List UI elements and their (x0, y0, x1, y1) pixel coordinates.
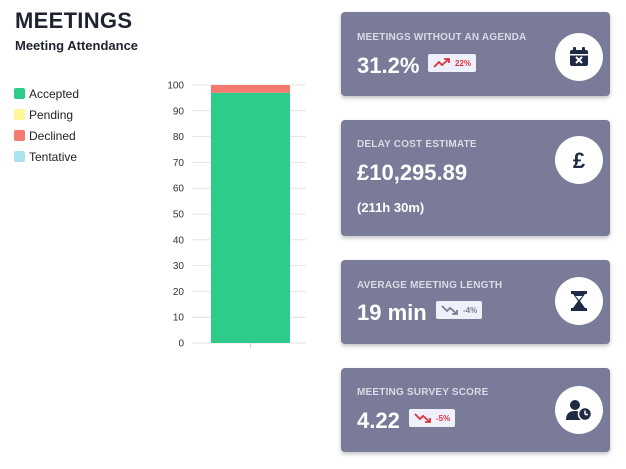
trend-text: 22% (455, 58, 472, 68)
legend-label: Pending (29, 107, 74, 122)
bar-segment-accepted[interactable] (211, 92, 290, 344)
trend-down-icon (441, 305, 458, 315)
page-title: MEETINGS (15, 8, 133, 33)
attendance-chart: 0 10 20 30 40 50 60 70 80 90 100 (160, 76, 320, 356)
kpi-card-survey-score[interactable]: MEETING SURVEY SCORE 4.22 -5% (341, 368, 610, 452)
bar-segment-declined[interactable] (211, 85, 290, 93)
legend-item-accepted[interactable]: Accepted (14, 83, 79, 104)
kpi-card-avg-length[interactable]: AVERAGE MEETING LENGTH 19 min -4% (341, 260, 610, 344)
kpi-subvalue: (211h 30m) (357, 200, 425, 215)
kpi-value: 19 min (357, 300, 427, 325)
legend-item-declined[interactable]: Declined (14, 125, 79, 146)
y-tick-label: 90 (173, 106, 185, 117)
calendar-x-icon (570, 47, 588, 66)
y-tick-label: 70 (173, 158, 185, 169)
y-tick-label: 20 (173, 287, 185, 298)
kpi-value: 31.2% (357, 53, 420, 78)
kpi-label: MEETINGS WITHOUT AN AGENDA (357, 32, 527, 43)
attendance-chart-svg: 0 10 20 30 40 50 60 70 80 90 100 (167, 81, 306, 350)
svg-text:£: £ (573, 148, 586, 172)
trend-badge: -4% (436, 301, 483, 319)
y-tick-label: 10 (173, 313, 185, 324)
legend-item-tentative[interactable]: Tentative (14, 146, 79, 167)
legend-swatch (14, 151, 25, 162)
legend-label: Declined (29, 128, 76, 143)
icon-circle (555, 386, 603, 434)
legend-label: Tentative (29, 149, 78, 164)
y-tick-label: 50 (173, 210, 185, 221)
trend-up-icon (433, 58, 450, 68)
legend-swatch (14, 130, 25, 141)
trend-badge: 22% (428, 54, 477, 72)
legend-item-pending[interactable]: Pending (14, 104, 79, 125)
legend-swatch (14, 88, 25, 99)
trend-badge: -5% (409, 409, 456, 427)
trend-down-icon (414, 413, 431, 423)
icon-circle (555, 33, 603, 81)
icon-circle: £ (555, 136, 603, 184)
y-tick-label: 80 (173, 132, 185, 143)
pound-icon: £ (573, 148, 586, 172)
trend-text: -5% (436, 413, 451, 423)
kpi-value: £10,295.89 (357, 160, 468, 185)
kpi-label: AVERAGE MEETING LENGTH (357, 280, 503, 291)
user-clock-icon (566, 400, 593, 422)
trend-text: -4% (463, 305, 478, 315)
kpi-card-delay-cost[interactable]: DELAY COST ESTIMATE £10,295.89 (211h 30m… (341, 120, 610, 236)
icon-circle (555, 277, 603, 325)
y-tick-label: 40 (173, 235, 185, 246)
legend-swatch (14, 109, 25, 120)
hourglass-icon (571, 291, 587, 311)
chart-legend: Accepted Pending Declined Tentative (14, 83, 79, 167)
legend-label: Accepted (29, 86, 80, 101)
kpi-card-no-agenda[interactable]: MEETINGS WITHOUT AN AGENDA 31.2% 22% (341, 12, 610, 96)
y-tick-label: 60 (173, 184, 185, 195)
y-tick-label: 30 (173, 261, 185, 272)
page-subtitle: Meeting Attendance (15, 38, 139, 53)
kpi-value: 4.22 (357, 408, 400, 433)
y-tick-label: 0 (178, 339, 184, 350)
kpi-label: MEETING SURVEY SCORE (357, 387, 489, 398)
y-tick-label: 100 (167, 81, 184, 92)
kpi-label: DELAY COST ESTIMATE (357, 139, 477, 150)
